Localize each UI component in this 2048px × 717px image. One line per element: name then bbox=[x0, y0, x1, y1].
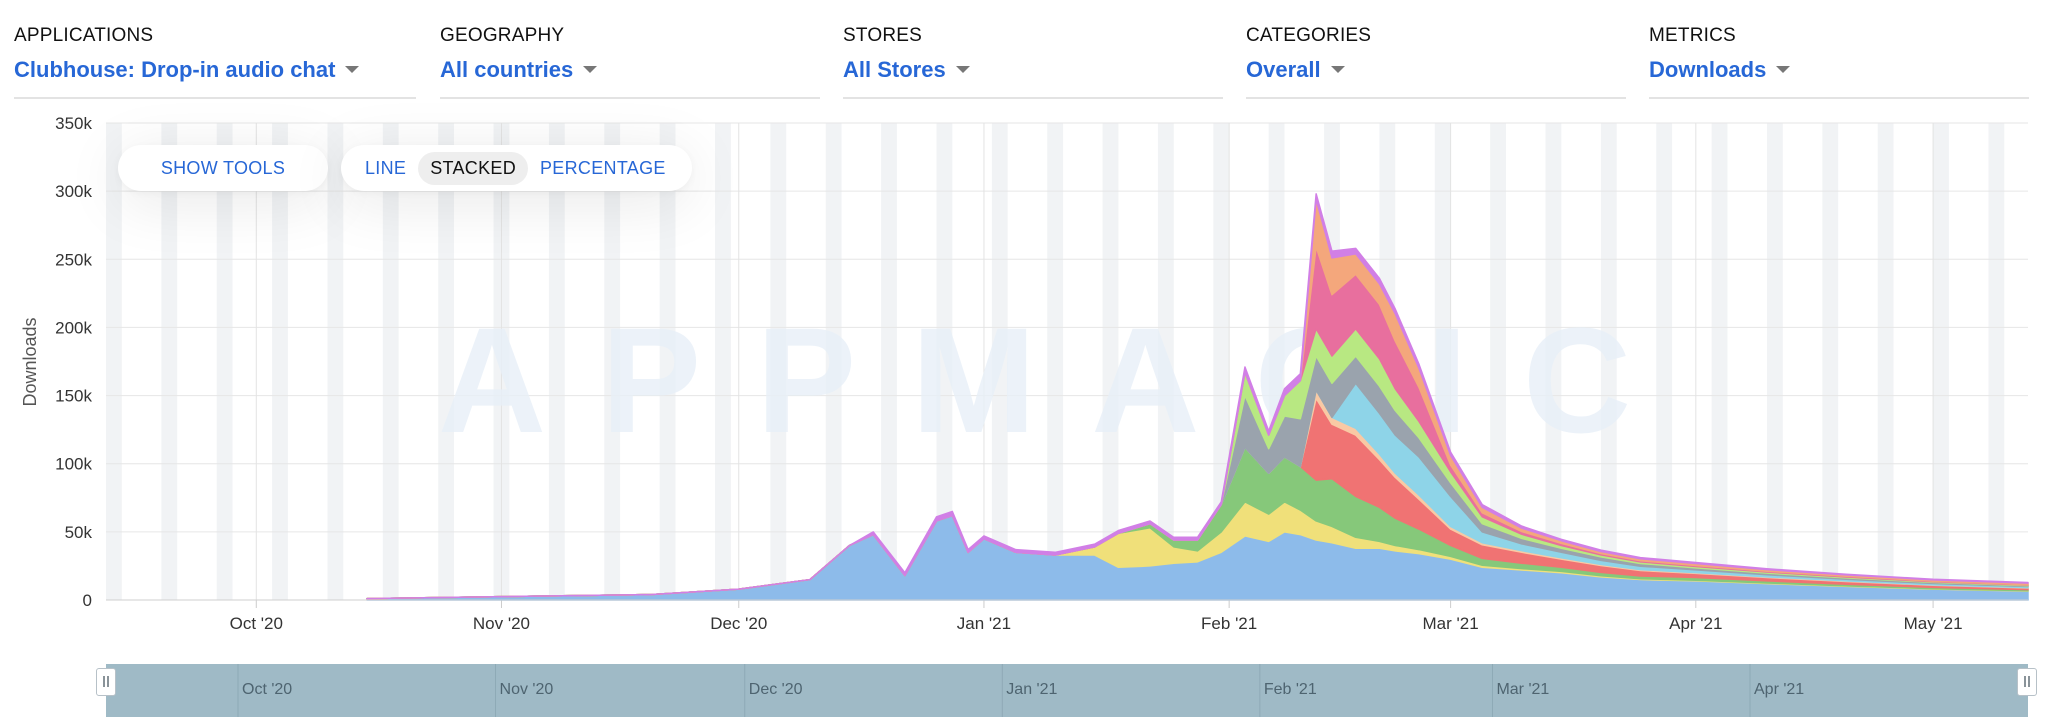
weekend-band bbox=[825, 123, 842, 600]
weekend-band bbox=[604, 123, 621, 600]
x-tick-label: Nov '20 bbox=[473, 614, 530, 633]
weekend-band bbox=[438, 123, 455, 600]
categories-dropdown[interactable]: Overall bbox=[1246, 57, 1626, 83]
categories-filter[interactable]: CATEGORIES Overall bbox=[1246, 25, 1626, 99]
weekend-band bbox=[1656, 123, 1673, 600]
mode-percentage-button[interactable]: PERCENTAGE bbox=[540, 157, 666, 178]
mode-line-button[interactable]: LINE bbox=[365, 157, 407, 178]
weekend-band bbox=[1766, 123, 1783, 600]
applications-label: APPLICATIONS bbox=[14, 25, 154, 46]
weekend-band bbox=[1157, 123, 1174, 600]
navigator-label: Nov '20 bbox=[500, 681, 554, 698]
x-tick-label: Dec '20 bbox=[710, 614, 767, 633]
weekend-band bbox=[715, 123, 731, 600]
weekend-band bbox=[1545, 123, 1562, 600]
x-tick-label: Feb '21 bbox=[1201, 614, 1257, 633]
metrics-filter[interactable]: METRICS Downloads bbox=[1649, 25, 2029, 99]
navigator-label: Feb '21 bbox=[1264, 681, 1317, 698]
navigator-left-handle[interactable] bbox=[96, 668, 116, 696]
y-tick-label: 350k bbox=[55, 114, 92, 133]
stores-filter[interactable]: STORES All Stores bbox=[843, 25, 1223, 99]
y-tick-label: 50k bbox=[65, 523, 93, 542]
navigator-range bbox=[106, 664, 2028, 717]
y-tick-label: 200k bbox=[55, 318, 92, 337]
weekend-band bbox=[1711, 123, 1728, 600]
geography-value: All countries bbox=[440, 57, 574, 82]
x-tick-label: Jan '21 bbox=[957, 614, 1011, 633]
weekend-band bbox=[1490, 123, 1506, 600]
navigator-label: Apr '21 bbox=[1754, 681, 1804, 698]
applications-value: Clubhouse: Drop-in audio chat bbox=[14, 57, 336, 82]
weekend-band bbox=[1600, 123, 1617, 600]
geography-dropdown[interactable]: All countries bbox=[440, 57, 820, 83]
weekend-band bbox=[548, 123, 565, 600]
show-tools-button[interactable]: SHOW TOOLS bbox=[160, 157, 286, 178]
y-axis-title: Downloads bbox=[20, 317, 40, 406]
mode-stacked-button[interactable]: STACKED bbox=[418, 151, 528, 185]
y-tick-label: 100k bbox=[55, 455, 92, 474]
caret-down-icon bbox=[345, 66, 360, 73]
applications-dropdown[interactable]: Clubhouse: Drop-in audio chat bbox=[14, 57, 416, 83]
y-tick-label: 300k bbox=[55, 182, 92, 201]
x-tick-label: Oct '20 bbox=[230, 614, 283, 633]
caret-down-icon bbox=[1330, 66, 1345, 73]
weekend-band bbox=[770, 123, 787, 600]
weekend-band bbox=[106, 123, 122, 600]
weekend-band bbox=[1933, 123, 1949, 600]
x-tick-label: Mar '21 bbox=[1423, 614, 1479, 633]
metrics-value: Downloads bbox=[1649, 57, 1767, 82]
weekend-band bbox=[1822, 123, 1839, 600]
geography-label: GEOGRAPHY bbox=[440, 25, 565, 46]
weekend-band bbox=[1988, 123, 2005, 600]
weekend-band bbox=[216, 123, 233, 600]
navigator-label: Jan '21 bbox=[1006, 681, 1057, 698]
y-tick-label: 0 bbox=[83, 591, 92, 610]
weekend-band bbox=[1877, 123, 1894, 600]
categories-label: CATEGORIES bbox=[1246, 25, 1372, 46]
geography-filter[interactable]: GEOGRAPHY All countries bbox=[440, 25, 820, 99]
area-series-11 bbox=[366, 193, 2029, 600]
y-tick-label: 150k bbox=[55, 387, 92, 406]
weekend-band bbox=[936, 123, 953, 600]
applications-filter[interactable]: APPLICATIONS Clubhouse: Drop-in audio ch… bbox=[14, 25, 416, 99]
stores-label: STORES bbox=[843, 25, 922, 46]
chart-mode-toggle: LINE STACKED PERCENTAGE bbox=[341, 145, 692, 191]
categories-value: Overall bbox=[1246, 57, 1321, 82]
weekend-band bbox=[991, 123, 1008, 600]
x-tick-label: May '21 bbox=[1904, 614, 1963, 633]
weekend-band bbox=[1047, 123, 1064, 600]
weekend-band bbox=[161, 123, 178, 600]
y-tick-label: 250k bbox=[55, 250, 92, 269]
navigator-label: Dec '20 bbox=[749, 681, 803, 698]
weekend-band bbox=[1102, 123, 1119, 600]
x-tick-label: Apr '21 bbox=[1669, 614, 1722, 633]
appmagic-watermark: APPMAGIC bbox=[438, 296, 1686, 464]
stores-value: All Stores bbox=[843, 57, 946, 82]
weekend-band bbox=[881, 123, 897, 600]
stores-dropdown[interactable]: All Stores bbox=[843, 57, 1223, 83]
weekend-band bbox=[272, 123, 288, 600]
metrics-dropdown[interactable]: Downloads bbox=[1649, 57, 2029, 83]
downloads-chart: 0 50k 100k 150k 200k 250k 300k 350k Oct '20 Nov '… bbox=[20, 114, 2029, 717]
weekend-band bbox=[382, 123, 399, 600]
navigator-label: Mar '21 bbox=[1496, 681, 1549, 698]
filter-bar: APPLICATIONS Clubhouse: Drop-in audio ch… bbox=[0, 0, 2048, 100]
navigator-right-handle[interactable] bbox=[2017, 668, 2037, 696]
navigator-label: Oct '20 bbox=[242, 681, 292, 698]
show-tools-pill: SHOW TOOLS bbox=[118, 145, 328, 191]
metrics-label: METRICS bbox=[1649, 25, 1736, 46]
caret-down-icon bbox=[583, 66, 598, 73]
weekend-band bbox=[327, 123, 344, 600]
caret-down-icon bbox=[1776, 66, 1791, 73]
caret-down-icon bbox=[955, 66, 970, 73]
weekend-band bbox=[659, 123, 676, 600]
